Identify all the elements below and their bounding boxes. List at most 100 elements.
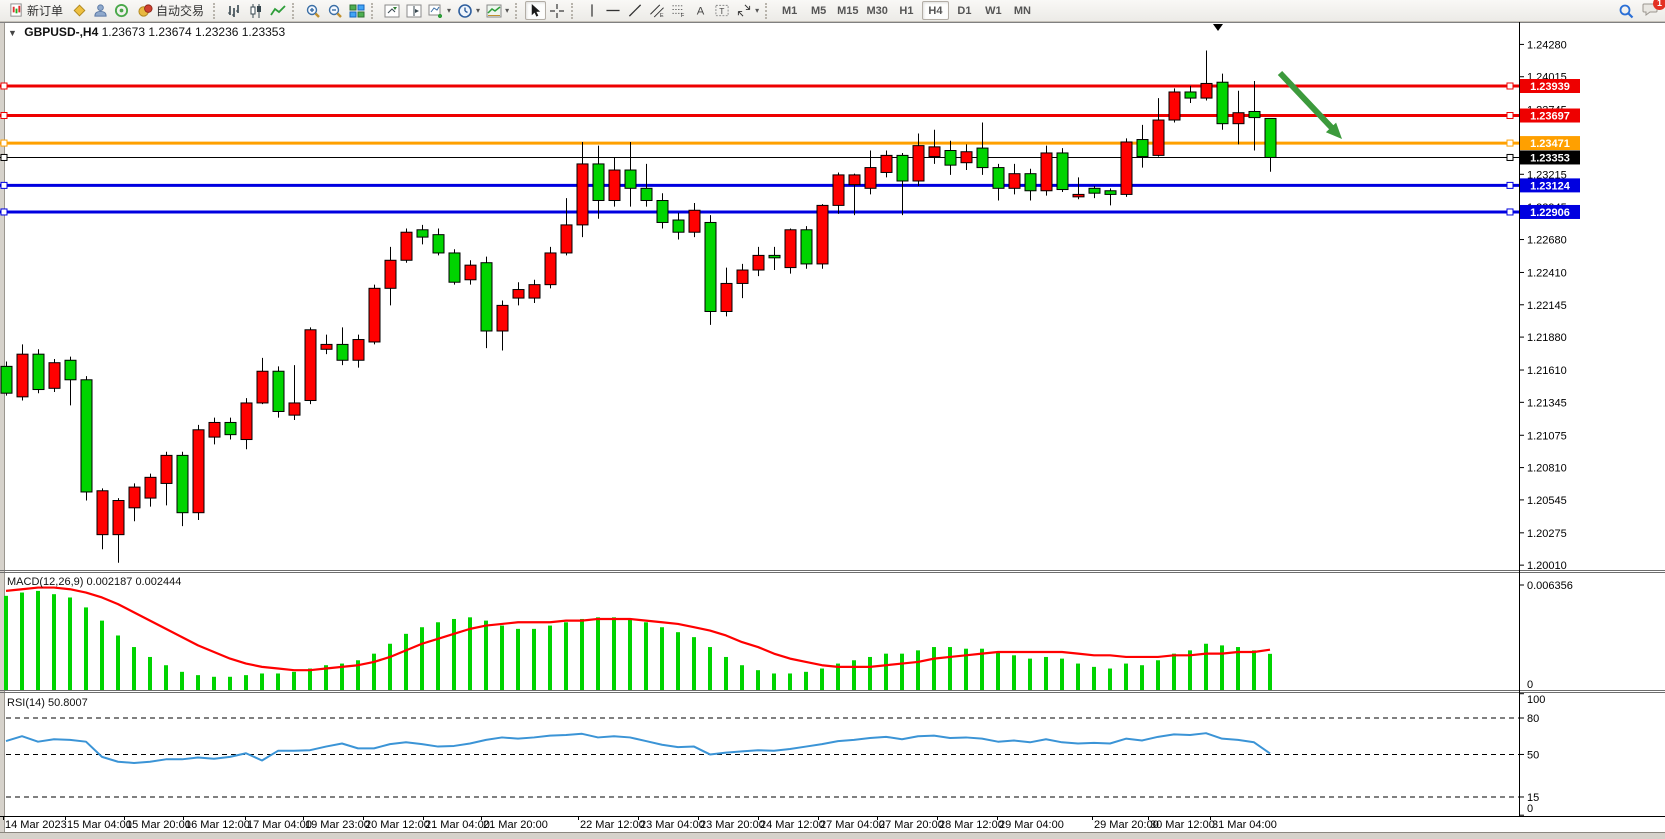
hline-handle[interactable] [0, 82, 8, 90]
candle-body [928, 146, 941, 158]
price-tick-label: 1.22680 [1527, 235, 1567, 247]
time-label: 22 Mar 12:00 [580, 819, 645, 831]
chart-canvas[interactable]: 1.242801.240151.237451.234801.232151.229… [0, 22, 1665, 839]
timeframe-h1-button[interactable]: H1 [899, 4, 914, 17]
auto-scroll-button[interactable] [403, 1, 425, 20]
price-tick-label: 1.20545 [1527, 495, 1567, 507]
zoom-out-button[interactable] [324, 1, 346, 20]
macd-bar [644, 622, 648, 690]
macd-bar [692, 637, 696, 690]
chart-shift-button[interactable] [381, 1, 403, 20]
timeframe-h4-button[interactable]: H4 [921, 1, 949, 20]
hline-handle[interactable] [1506, 208, 1514, 216]
hline-handle[interactable] [1506, 82, 1514, 90]
zoom-in-button[interactable] [302, 1, 324, 20]
rsi-axis-label: 100 [1527, 694, 1545, 706]
candle-body [1056, 152, 1069, 191]
svg-text:E: E [660, 13, 664, 18]
market-watch-icon [73, 4, 86, 17]
timeframe-w1-button[interactable]: W1 [985, 4, 1002, 17]
text-tool-button[interactable]: A [690, 1, 711, 20]
trendline-tool-button[interactable] [624, 1, 646, 20]
hline-handle[interactable] [0, 181, 8, 189]
macd-bar [1268, 653, 1272, 690]
time-label: 14 Mar 2023 [5, 819, 67, 831]
macd-bar [340, 663, 344, 690]
macd-bar [500, 625, 504, 690]
hline-tool-button[interactable] [602, 1, 624, 20]
hline-handle[interactable] [1506, 139, 1514, 147]
periods-button[interactable]: ▾ [454, 1, 483, 20]
time-label: 30 Mar 12:00 [1150, 819, 1215, 831]
line-chart-button[interactable] [267, 1, 289, 20]
tile-windows-icon [349, 4, 365, 17]
timeframe-m1-button[interactable]: M1 [781, 4, 798, 17]
candle-body [16, 353, 29, 398]
candle-body [336, 343, 349, 361]
timeframe-mn-button[interactable]: MN [1013, 4, 1031, 17]
candle-body [288, 402, 301, 416]
vertical-line-icon [590, 4, 593, 17]
fibonacci-tool-button[interactable]: F [668, 1, 690, 20]
macd-bar [292, 671, 296, 690]
macd-axis-max: 0.006356 [1527, 580, 1573, 592]
toolbar-grip [765, 2, 772, 19]
time-label: 19 Mar 23:00 [305, 819, 370, 831]
macd-bar [1156, 660, 1160, 690]
indicators-button[interactable]: ▾ [425, 1, 454, 20]
macd-bar [148, 656, 152, 690]
crosshair-tool-button[interactable] [546, 1, 568, 20]
channel-tool-button[interactable]: E [646, 1, 668, 20]
text-label-tool-button[interactable]: T [711, 1, 733, 20]
search-icon[interactable] [1618, 3, 1634, 19]
candle-body [544, 252, 557, 286]
candle-body [400, 231, 413, 261]
candlestick-chart-button[interactable] [245, 1, 267, 20]
navigator-icon [114, 3, 129, 18]
macd-bar [4, 595, 8, 690]
templates-button[interactable]: ▾ [483, 1, 512, 20]
timeframe-d1-button[interactable]: D1 [957, 4, 972, 17]
new-order-button[interactable]: 新订单 [3, 1, 69, 20]
macd-bar [740, 665, 744, 690]
tile-windows-button[interactable] [346, 1, 368, 20]
hline-handle[interactable] [1506, 112, 1514, 120]
candle-body [960, 151, 973, 164]
macd-bar [1204, 643, 1208, 690]
hline-handle[interactable] [0, 208, 8, 216]
candle-body [720, 282, 733, 312]
hline-handle[interactable] [0, 112, 8, 120]
cursor-tool-button[interactable] [525, 1, 547, 20]
macd-bar [884, 653, 888, 690]
chat-button[interactable]: 1 [1642, 0, 1665, 22]
trend-arrow-shaft[interactable] [1277, 70, 1335, 131]
arrows-tool-button[interactable]: ▾ [733, 1, 762, 20]
timeframe-m15-button[interactable]: M15 [837, 4, 859, 17]
time-label: 31 Mar 04:00 [1212, 819, 1277, 831]
hline-handle[interactable] [1506, 153, 1514, 161]
price-badge-label: 1.23124 [1530, 180, 1571, 192]
bar-chart-button[interactable] [223, 1, 245, 20]
macd-bar [420, 627, 424, 690]
candle-body [320, 343, 333, 350]
candle-body [480, 262, 493, 332]
timeframe-m5-button[interactable]: M5 [810, 4, 827, 17]
horizontal-line-icon [606, 9, 620, 12]
candle-body [672, 219, 685, 233]
hline-handle[interactable] [0, 139, 8, 147]
timeframe-m30-button[interactable]: M30 [866, 4, 888, 17]
candle-body [736, 269, 749, 284]
data-window-button[interactable] [90, 1, 111, 20]
one-click-trading-toggle[interactable]: ▼ [8, 28, 17, 38]
price-tick-label: 1.20010 [1527, 560, 1567, 572]
candle-body [224, 421, 237, 436]
navigator-button[interactable] [111, 1, 132, 20]
vline-tool-button[interactable] [581, 1, 602, 20]
candle-body [304, 329, 317, 402]
hline-handle[interactable] [0, 153, 8, 161]
autotrade-button[interactable]: 自动交易 [132, 1, 210, 20]
market-watch-button[interactable] [69, 1, 90, 20]
hline-handle[interactable] [1506, 181, 1514, 189]
price-tick-label: 1.20810 [1527, 463, 1567, 475]
trend-arrow-head[interactable] [1325, 122, 1342, 139]
